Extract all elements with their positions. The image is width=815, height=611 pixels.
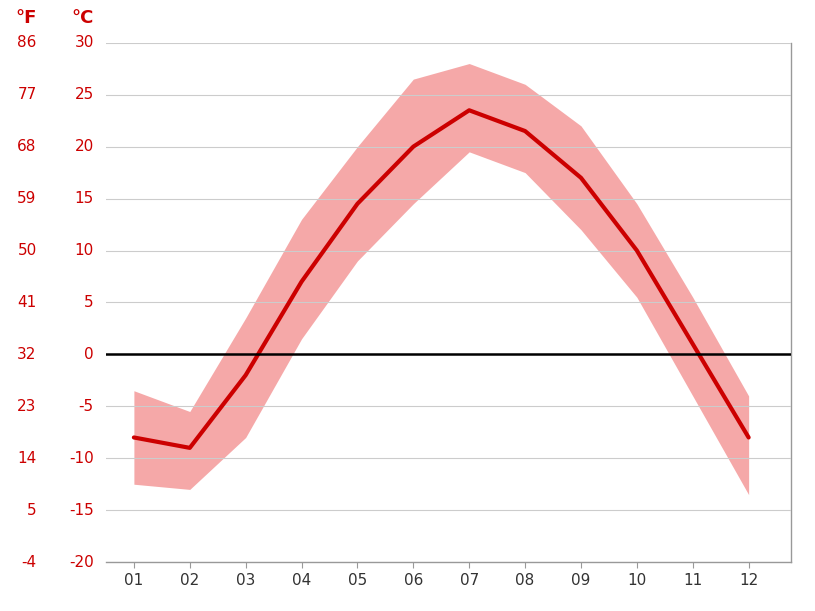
Text: 10: 10 [74,243,94,258]
Text: -20: -20 [69,555,94,569]
Text: 32: 32 [17,347,37,362]
Text: 14: 14 [17,451,37,466]
Text: 50: 50 [17,243,37,258]
Text: °F: °F [15,10,37,27]
Text: -5: -5 [78,399,94,414]
Text: 20: 20 [74,139,94,154]
Text: 5: 5 [84,295,94,310]
Text: °C: °C [72,10,94,27]
Text: 59: 59 [17,191,37,206]
Text: 41: 41 [17,295,37,310]
Text: -10: -10 [69,451,94,466]
Text: -4: -4 [21,555,37,569]
Text: 0: 0 [84,347,94,362]
Text: 23: 23 [17,399,37,414]
Text: 77: 77 [17,87,37,102]
Text: 68: 68 [17,139,37,154]
Text: 25: 25 [74,87,94,102]
Text: 5: 5 [27,503,37,518]
Text: 30: 30 [74,35,94,50]
Text: -15: -15 [69,503,94,518]
Text: 86: 86 [17,35,37,50]
Text: 15: 15 [74,191,94,206]
